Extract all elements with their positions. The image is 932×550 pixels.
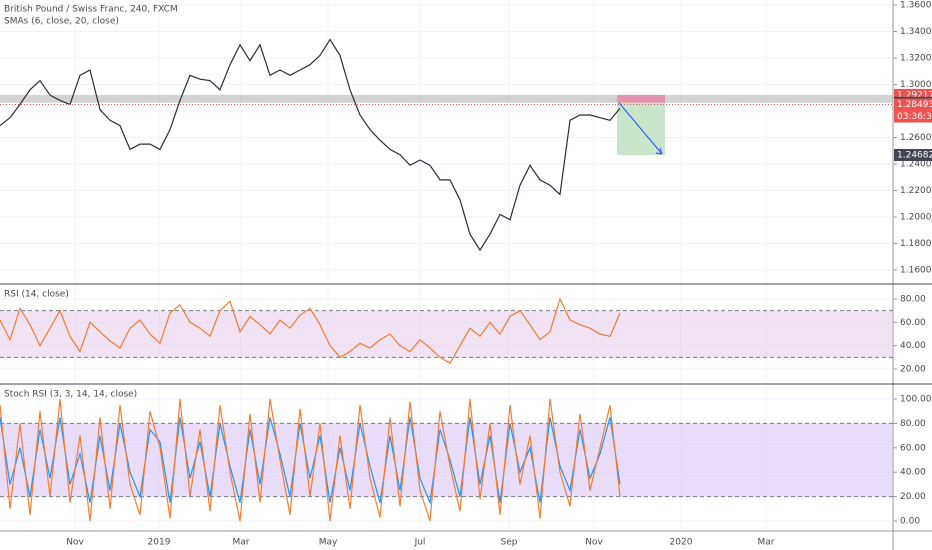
price-label: 1.29217 [897, 90, 932, 100]
y-tick-label: 1.20000 [900, 213, 932, 223]
countdown: 03:36:36 [897, 112, 932, 122]
band [0, 310, 893, 358]
y-tick-label: 20.00 [900, 365, 926, 375]
y-tick-label: 1.24000 [900, 160, 932, 170]
x-tick-label: Sep [501, 538, 518, 548]
y-tick-label: 100.00 [900, 395, 932, 405]
y-tick-label: 20.00 [900, 492, 926, 502]
y-tick-label: 80.00 [900, 419, 926, 429]
panel-title: Stoch RSI (3, 3, 14, 14, close) [4, 390, 137, 400]
price-zone [0, 94, 893, 103]
y-tick-label: 1.26000 [900, 133, 932, 143]
y-tick-label: 40.00 [900, 341, 926, 351]
x-tick-label: Mar [758, 538, 775, 548]
x-tick-label: Nov [66, 538, 84, 548]
series-line [0, 398, 621, 522]
y-tick-label: 1.18000 [900, 239, 932, 249]
series-line [0, 38, 621, 252]
y-tick-label: 40.00 [900, 468, 926, 478]
price-label: 1.24682 [897, 150, 932, 160]
x-tick-label: Nov [585, 538, 603, 548]
stop-box [617, 94, 665, 103]
y-tick-label: 1.36000 [900, 1, 932, 11]
x-tick-label: Jul [414, 538, 426, 548]
y-tick-label: 80.00 [900, 295, 926, 305]
y-tick-label: 0.00 [900, 516, 920, 526]
panel-subtitle: SMAs (6, close, 20, close) [4, 17, 119, 27]
y-tick-label: 1.32000 [900, 54, 932, 64]
x-tick-label: 2020 [670, 538, 693, 548]
x-tick-label: May [319, 538, 338, 548]
panel-title: RSI (14, close) [4, 290, 69, 300]
price-label-bg [894, 148, 932, 161]
series-line [0, 297, 621, 365]
y-tick-label: 1.22000 [900, 186, 932, 196]
panel-title: British Pound / Swiss Franc, 240, FXCM [4, 5, 178, 15]
y-tick-label: 1.34000 [900, 27, 932, 37]
price-label: 1.28493 [897, 100, 932, 110]
x-tick-label: 2019 [148, 538, 171, 548]
price-label-bg [894, 98, 932, 111]
x-tick-label: Mar [233, 538, 250, 548]
arrow-head [655, 147, 663, 155]
y-tick-label: 1.30000 [900, 80, 932, 90]
countdown-bg [894, 110, 932, 123]
band [0, 423, 893, 497]
y-tick-label: 60.00 [900, 443, 926, 453]
trade-arrow [618, 102, 663, 155]
y-tick-label: 1.16000 [900, 266, 932, 276]
y-tick-label: 60.00 [900, 318, 926, 328]
